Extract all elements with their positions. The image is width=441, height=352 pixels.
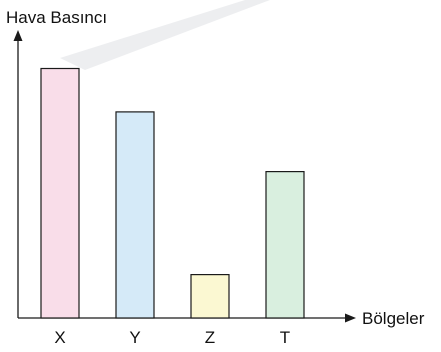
x-tick-label-y: Y — [129, 328, 140, 347]
x-tick-label-t: T — [280, 328, 290, 347]
watermark-shape — [60, 0, 270, 70]
bars-group — [40, 67, 305, 319]
bar-t — [265, 171, 305, 319]
bar-z — [190, 274, 230, 319]
y-axis-title: Hava Basıncı — [6, 8, 107, 27]
x-axis-title: Bölgeler — [362, 309, 425, 328]
x-axis-arrow-icon — [345, 313, 356, 323]
x-tick-label-x: X — [54, 328, 65, 347]
y-axis-arrow-icon — [13, 30, 23, 41]
x-tick-label-z: Z — [205, 328, 215, 347]
bar-y — [115, 111, 155, 319]
bar-x — [40, 67, 80, 319]
